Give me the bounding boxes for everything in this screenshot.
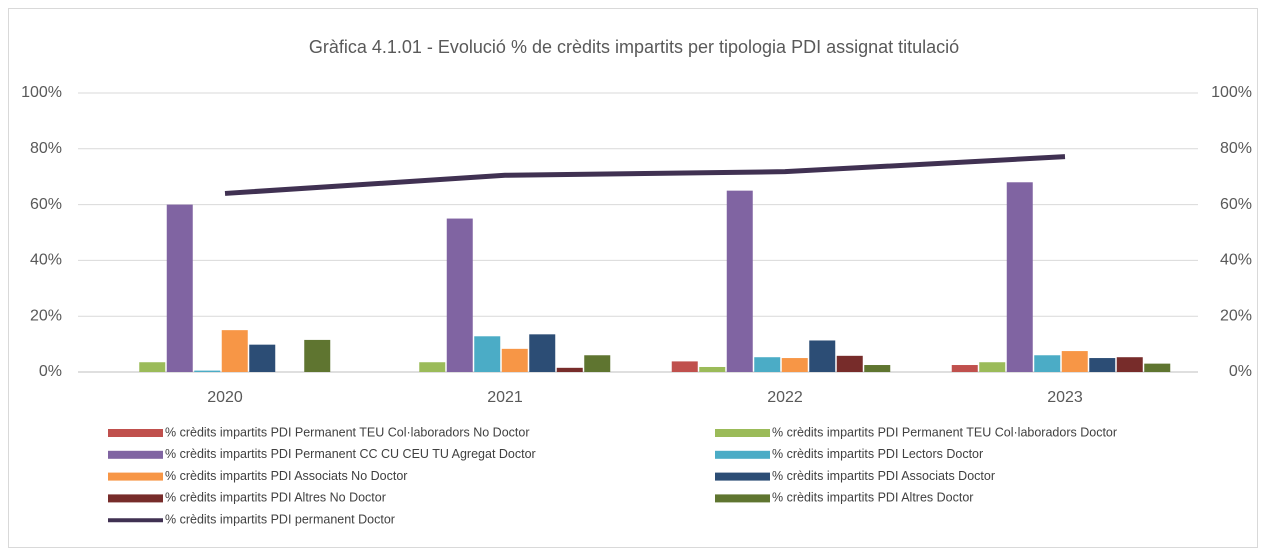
legend-label: % crèdits impartits PDI Lectors Doctor (772, 447, 983, 461)
y-tick-label: 80% (30, 140, 62, 157)
bar (446, 218, 473, 372)
bar (979, 362, 1006, 372)
bar (1006, 182, 1033, 372)
legend-swatch (715, 494, 770, 503)
legend-swatch (715, 472, 770, 481)
y-tick-label: 0% (39, 363, 62, 380)
bar (139, 362, 166, 372)
bar (1144, 363, 1171, 372)
bar (584, 355, 611, 372)
bar (194, 370, 221, 372)
legend-swatch (108, 450, 163, 459)
legend-label: % crèdits impartits PDI Permanent CC CU … (165, 447, 536, 461)
bar (249, 344, 276, 372)
legend-label: % crèdits impartits PDI Altres No Doctor (165, 491, 386, 505)
y-tick-label: 40% (30, 252, 62, 269)
y2-tick-label: 100% (1211, 84, 1252, 101)
legend-swatch (108, 494, 163, 503)
y-tick-label: 60% (30, 196, 62, 213)
bar (699, 366, 726, 372)
legend-swatch (108, 429, 163, 437)
bar (781, 358, 808, 372)
bar (501, 348, 528, 372)
bar (671, 361, 698, 372)
bar (809, 340, 836, 372)
x-tick-label: 2021 (487, 389, 523, 406)
legend-label: % crèdits impartits PDI Permanent TEU Co… (772, 425, 1117, 439)
line (224, 154, 1066, 196)
bar (474, 336, 501, 372)
legend-label: % crèdits impartits PDI Altres Doctor (772, 491, 973, 505)
legend-label: % crèdits impartits PDI Associats Doctor (772, 469, 995, 483)
x-tick-label: 2023 (1047, 389, 1083, 406)
bar (529, 334, 556, 372)
bar (864, 365, 891, 372)
legend-swatch (715, 450, 770, 459)
chart-border (8, 8, 1258, 548)
legend-label: % crèdits impartits PDI Permanent TEU Co… (165, 425, 529, 439)
bar (304, 339, 331, 372)
x-tick-label: 2020 (207, 389, 243, 406)
bar (166, 204, 193, 372)
bar (1061, 351, 1088, 372)
y2-tick-label: 40% (1220, 252, 1252, 269)
bar (1089, 358, 1116, 372)
chart-title: Gràfica 4.1.01 - Evolució % de crèdits i… (309, 37, 959, 57)
y2-tick-label: 0% (1229, 363, 1252, 380)
legend-swatch (108, 472, 163, 481)
y-tick-label: 100% (21, 84, 62, 101)
bar (1116, 357, 1143, 372)
bar (836, 355, 863, 372)
x-tick-label: 2022 (767, 389, 803, 406)
legend-swatch (715, 429, 770, 437)
legend-label: % crèdits impartits PDI permanent Doctor (165, 512, 395, 526)
bar (419, 362, 446, 372)
bar (951, 365, 978, 372)
bar (556, 367, 583, 372)
bar (1034, 355, 1061, 372)
y2-tick-label: 80% (1220, 140, 1252, 157)
bar (221, 330, 248, 372)
bar (754, 357, 781, 372)
bar (726, 190, 753, 372)
y2-tick-label: 20% (1220, 307, 1252, 324)
y2-tick-label: 60% (1220, 196, 1252, 213)
y-tick-label: 20% (30, 307, 62, 324)
legend-label: % crèdits impartits PDI Associats No Doc… (165, 469, 407, 483)
